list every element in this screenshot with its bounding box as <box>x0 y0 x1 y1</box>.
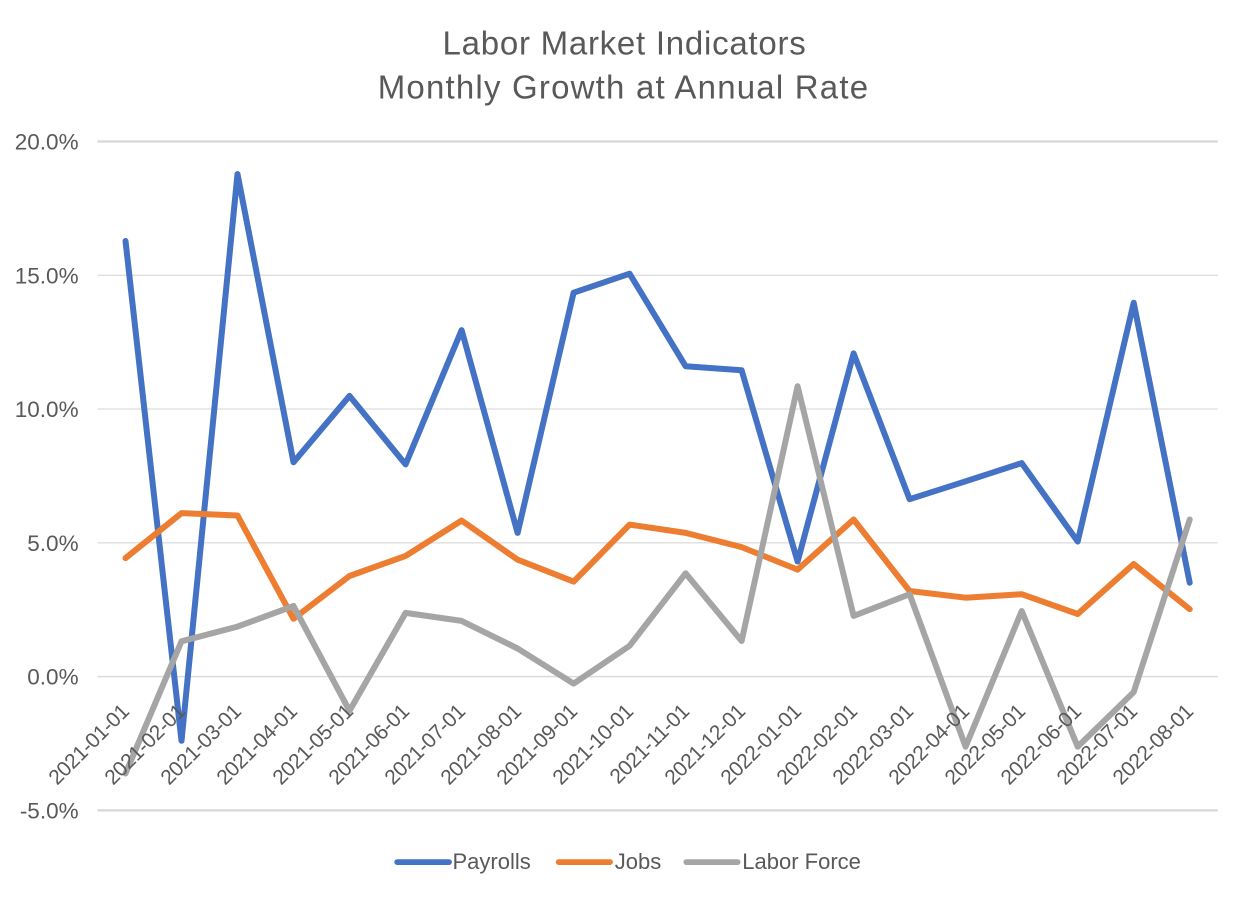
svg-text:0.0%: 0.0% <box>27 665 78 690</box>
svg-text:Labor Force: Labor Force <box>742 849 861 874</box>
svg-text:20.0%: 20.0% <box>15 130 79 155</box>
svg-text:Payrolls: Payrolls <box>453 849 531 874</box>
svg-text:Monthly Growth at Annual Rate: Monthly Growth at Annual Rate <box>378 68 870 105</box>
svg-text:Labor Market Indicators: Labor Market Indicators <box>443 24 807 61</box>
svg-text:5.0%: 5.0% <box>27 531 78 556</box>
svg-text:-5.0%: -5.0% <box>20 798 79 823</box>
svg-text:10.0%: 10.0% <box>15 397 79 422</box>
svg-text:Jobs: Jobs <box>615 849 661 874</box>
svg-text:15.0%: 15.0% <box>15 263 79 288</box>
